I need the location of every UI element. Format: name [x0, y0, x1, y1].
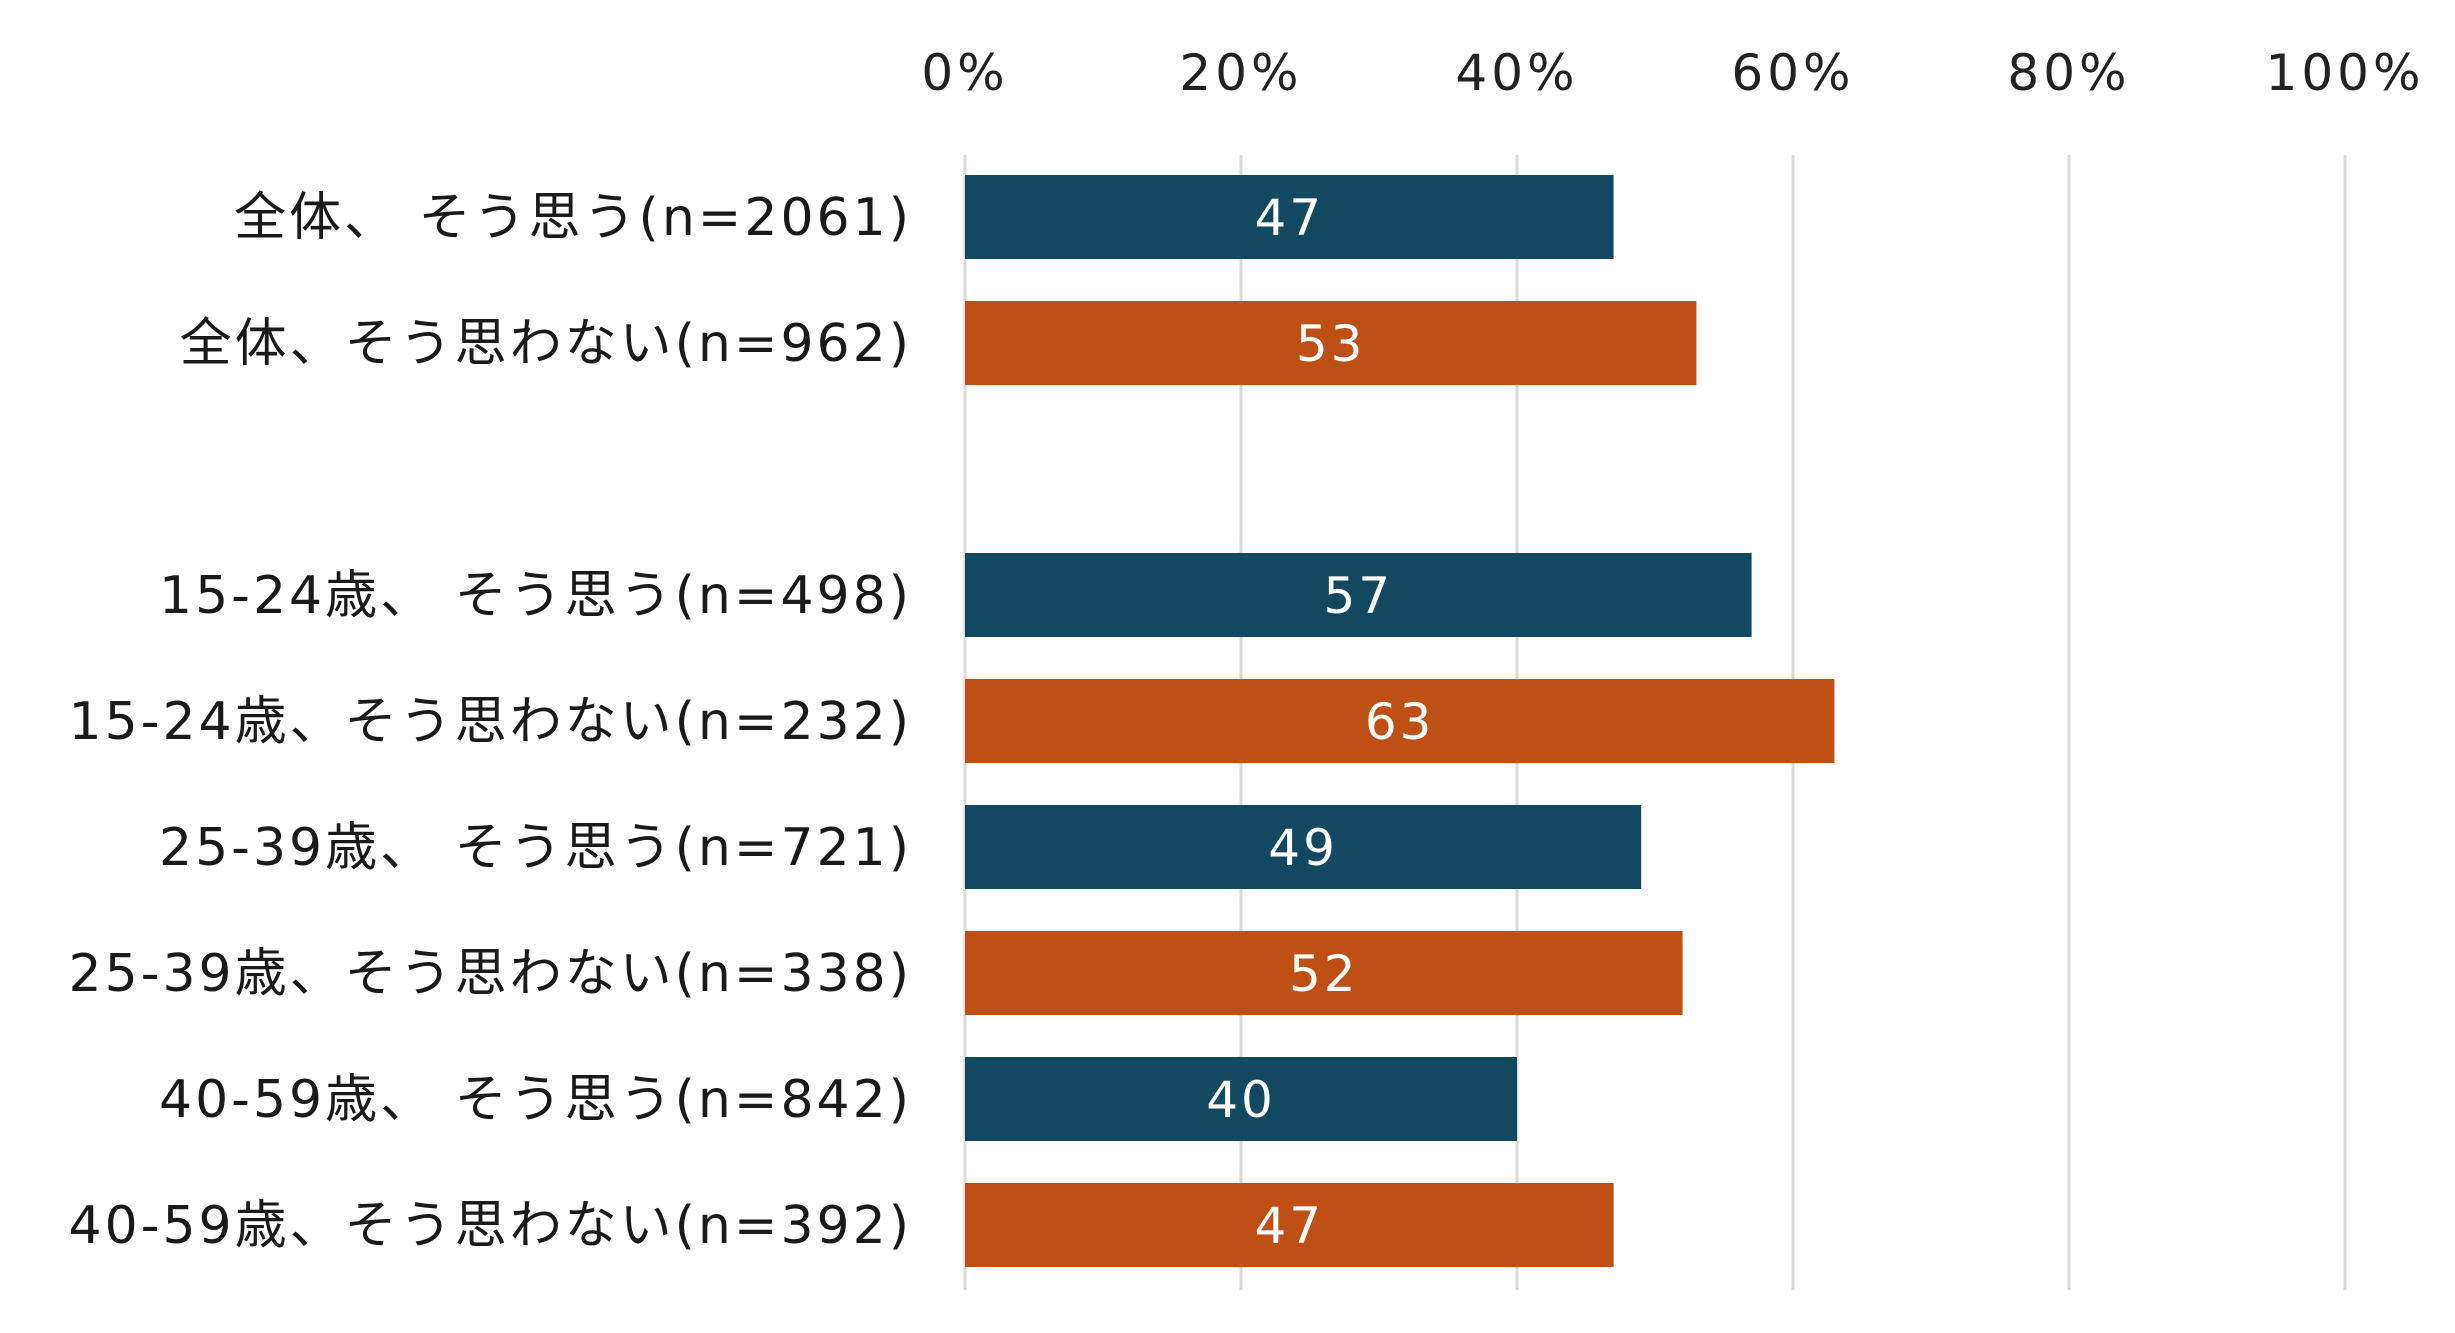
- bar-value-label: 47: [1254, 1197, 1324, 1255]
- bar-value-label: 63: [1365, 693, 1435, 751]
- bar-disagree: [965, 1183, 1614, 1267]
- category-labels: 全体、 そう思う(n=2061) 全体、そう思わない(n=962) 15-24歳、 …: [69, 188, 912, 1256]
- category-label: 15-24歳、 そう思う(n=498): [159, 566, 912, 626]
- category-label: 40-59歳、そう思わない(n=392): [69, 1196, 912, 1256]
- x-tick-label: 80%: [2007, 44, 2130, 102]
- bar-agree: [965, 175, 1614, 259]
- category-label: 15-24歳、そう思わない(n=232): [69, 692, 912, 752]
- category-label: 25-39歳、 そう思う(n=721): [159, 818, 912, 878]
- bar-value-label: 52: [1289, 945, 1359, 1003]
- bar-value-label: 47: [1254, 189, 1324, 247]
- x-tick-label: 60%: [1731, 44, 1854, 102]
- x-tick-label: 40%: [1455, 44, 1578, 102]
- x-tick-label: 0%: [921, 44, 1008, 102]
- bar-disagree: [965, 679, 1835, 763]
- bar-value-label: 53: [1296, 315, 1366, 373]
- bar-value-label: 49: [1268, 819, 1338, 877]
- x-axis-ticks: 0% 20% 40% 60% 80% 100%: [921, 44, 2425, 102]
- bar-disagree: [965, 301, 1697, 385]
- bar-agree: [965, 553, 1752, 637]
- bars: 47 53 57 63 49 52 40 47: [965, 175, 1835, 1267]
- category-label: 40-59歳、 そう思う(n=842): [159, 1070, 912, 1130]
- category-label: 25-39歳、そう思わない(n=338): [69, 944, 912, 1004]
- x-tick-label: 20%: [1179, 44, 1302, 102]
- x-tick-label: 100%: [2266, 44, 2425, 102]
- bar-value-label: 57: [1323, 567, 1393, 625]
- bar-disagree: [965, 931, 1683, 1015]
- category-label: 全体、 そう思う(n=2061): [234, 188, 912, 248]
- category-label: 全体、そう思わない(n=962): [180, 314, 912, 374]
- bar-value-label: 40: [1206, 1071, 1276, 1129]
- bar-agree: [965, 805, 1642, 889]
- bar-agree: [965, 1057, 1517, 1141]
